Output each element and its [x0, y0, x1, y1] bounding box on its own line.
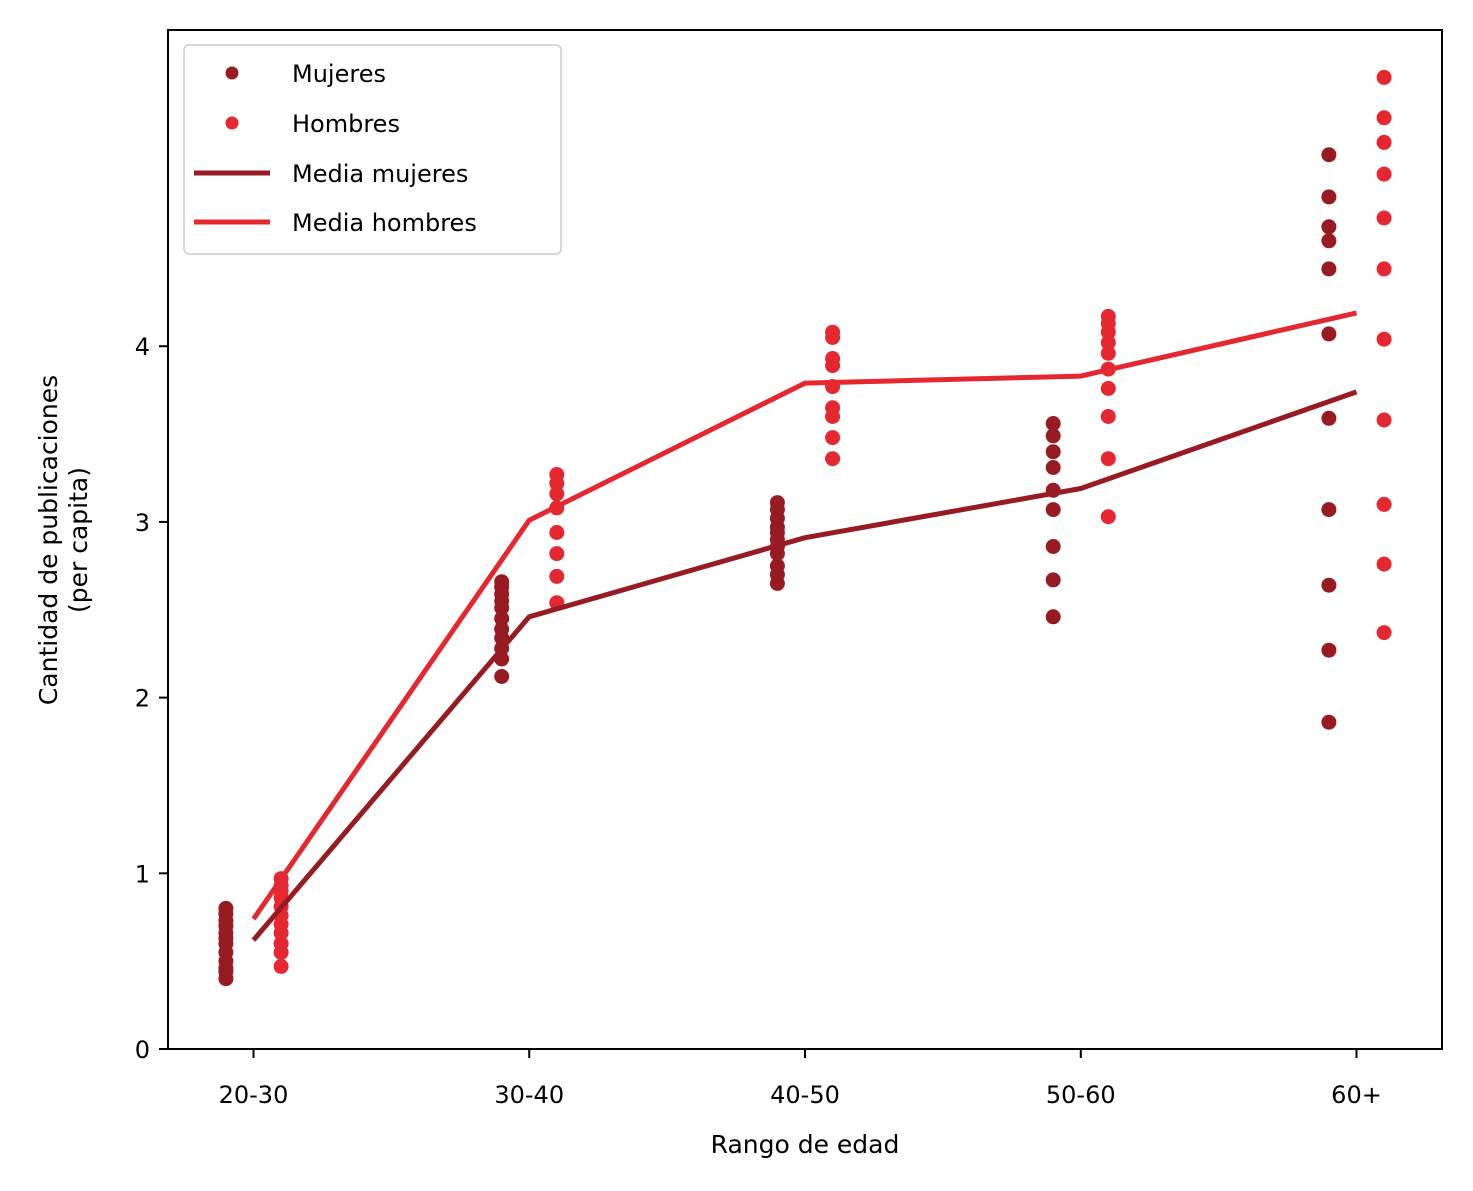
- point-hombres: [1376, 412, 1392, 428]
- legend-box: [183, 44, 562, 255]
- point-hombres: [549, 546, 565, 562]
- point-hombres: [1376, 556, 1392, 572]
- point-mujeres: [1045, 444, 1061, 460]
- lines-layer: [251, 310, 1358, 942]
- y-axis-label-line2: (per capita): [64, 467, 93, 613]
- point-mujeres: [494, 574, 510, 590]
- x-tick-label: 30-40: [494, 1081, 564, 1109]
- legend-marker-mujeres: [225, 66, 239, 80]
- point-hombres: [825, 324, 841, 340]
- point-mujeres: [1045, 428, 1061, 444]
- y-tick-label: 3: [135, 509, 150, 537]
- ticks-layer: 20-30 30-40 40-50 50-60 60+ 0 1 2 3 4: [135, 333, 1382, 1109]
- point-hombres: [1376, 331, 1392, 347]
- point-mujeres: [1321, 219, 1337, 235]
- legend-label-mujeres: Mujeres: [292, 60, 386, 88]
- legend: Mujeres Hombres Media mujeres Media homb…: [183, 44, 562, 255]
- point-mujeres: [1321, 410, 1337, 426]
- point-mujeres: [218, 900, 234, 916]
- media-mujeres-line: [251, 389, 1358, 942]
- point-mujeres: [1321, 189, 1337, 205]
- point-mujeres: [1321, 233, 1337, 249]
- point-hombres: [549, 568, 565, 584]
- x-axis-label: Rango de edad: [711, 1130, 900, 1159]
- point-hombres: [1100, 509, 1116, 525]
- legend-label-media-mujeres: Media mujeres: [292, 160, 468, 188]
- point-hombres: [1100, 451, 1116, 467]
- point-hombres: [1376, 134, 1392, 150]
- point-mujeres: [769, 495, 785, 511]
- point-hombres: [1100, 345, 1116, 361]
- x-tick-label: 50-60: [1046, 1081, 1116, 1109]
- point-mujeres: [494, 621, 510, 637]
- point-mujeres: [1321, 502, 1337, 518]
- point-hombres: [549, 467, 565, 482]
- point-mujeres: [1321, 326, 1337, 342]
- point-hombres: [273, 958, 289, 974]
- point-hombres: [1376, 69, 1392, 85]
- point-mujeres: [1045, 416, 1061, 431]
- point-mujeres: [1321, 642, 1337, 658]
- x-tick-label: 40-50: [770, 1081, 840, 1109]
- y-tick-label: 0: [135, 1036, 150, 1064]
- point-mujeres: [1045, 539, 1061, 554]
- point-hombres: [549, 486, 565, 502]
- point-hombres: [1376, 210, 1392, 226]
- point-mujeres: [1321, 147, 1337, 163]
- y-tick-label: 4: [135, 333, 150, 361]
- y-tick-label: 2: [135, 685, 150, 713]
- point-hombres: [1376, 166, 1392, 182]
- point-hombres: [1100, 335, 1116, 351]
- points-layer: [218, 69, 1392, 987]
- point-hombres: [1376, 625, 1392, 641]
- point-hombres: [825, 451, 841, 467]
- legend-label-media-hombres: Media hombres: [292, 209, 477, 237]
- point-hombres: [825, 351, 841, 366]
- point-hombres: [1100, 380, 1116, 396]
- point-mujeres: [769, 558, 785, 574]
- point-hombres: [549, 525, 565, 540]
- point-hombres: [825, 430, 841, 446]
- point-hombres: [825, 400, 841, 416]
- legend-marker-hombres: [225, 116, 239, 130]
- point-mujeres: [1321, 714, 1337, 730]
- point-hombres: [1376, 261, 1392, 277]
- point-mujeres: [494, 669, 510, 684]
- media-hombres-line: [251, 310, 1358, 921]
- point-mujeres: [494, 611, 510, 627]
- point-mujeres: [1321, 261, 1337, 277]
- legend-label-hombres: Hombres: [292, 110, 400, 138]
- x-tick-label: 60+: [1331, 1081, 1382, 1109]
- x-tick-label: 20-30: [219, 1081, 289, 1109]
- y-axis-label-line1: Cantidad de publicaciones: [34, 375, 63, 705]
- point-mujeres: [1321, 577, 1337, 593]
- point-hombres: [1376, 496, 1392, 512]
- point-mujeres: [1045, 460, 1061, 475]
- point-mujeres: [1045, 572, 1061, 588]
- point-hombres: [1100, 308, 1116, 324]
- point-hombres: [273, 936, 289, 952]
- point-mujeres: [1045, 609, 1061, 625]
- point-mujeres: [1045, 502, 1061, 518]
- point-hombres: [1100, 409, 1116, 424]
- point-hombres: [1376, 110, 1392, 126]
- y-tick-label: 1: [135, 860, 150, 888]
